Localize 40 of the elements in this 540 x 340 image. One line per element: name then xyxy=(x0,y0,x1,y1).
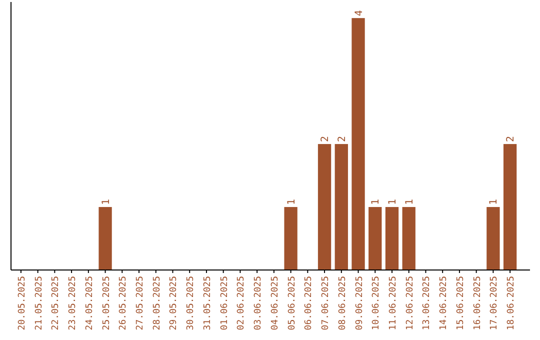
x-tick-label: 30.05.2025 xyxy=(186,276,196,330)
x-tick-label: 23.05.2025 xyxy=(68,276,78,330)
x-tick-label: 13.06.2025 xyxy=(422,276,432,330)
x-tick-label: 06.06.2025 xyxy=(304,276,314,330)
x-tick-label: 02.06.2025 xyxy=(236,276,247,330)
x-tick-label: 15.06.2025 xyxy=(456,276,466,330)
x-tick-label: 27.05.2025 xyxy=(136,276,146,330)
x-tick-label: 20.05.2025 xyxy=(17,276,28,330)
x-tick-label: 31.05.2025 xyxy=(202,276,213,330)
x-tick-label: 01.06.2025 xyxy=(220,276,230,330)
data-label: 1 xyxy=(286,198,298,206)
data-label: 1 xyxy=(488,198,500,206)
data-label: 2 xyxy=(320,136,332,142)
data-label: 1 xyxy=(100,198,112,206)
data-label: 2 xyxy=(336,136,348,142)
x-tick-label: 05.06.2025 xyxy=(287,276,298,330)
x-tick-label: 11.06.2025 xyxy=(388,276,398,330)
data-label: 4 xyxy=(354,10,365,16)
data-label: 2 xyxy=(506,136,517,142)
x-tick-label: 26.05.2025 xyxy=(118,276,129,330)
x-tick-label: 12.06.2025 xyxy=(405,276,416,330)
x-tick-label: 22.05.2025 xyxy=(51,276,62,330)
data-label: 1 xyxy=(370,198,382,206)
x-tick-label: 03.06.2025 xyxy=(254,276,264,330)
x-tick-label: 10.06.2025 xyxy=(372,276,382,330)
x-tick-label: 09.06.2025 xyxy=(354,276,365,330)
x-tick-label: 16.06.2025 xyxy=(472,276,483,330)
x-tick-label: 21.05.2025 xyxy=(34,276,44,330)
x-tick-label: 04.06.2025 xyxy=(270,276,280,330)
x-tick-label: 24.05.2025 xyxy=(84,276,95,330)
x-tick-label: 25.05.2025 xyxy=(102,276,112,330)
x-tick-label: 28.05.2025 xyxy=(152,276,162,330)
x-tick-label: 14.06.2025 xyxy=(439,276,450,330)
data-label: 1 xyxy=(404,198,416,206)
x-tick-label: 07.06.2025 xyxy=(321,276,332,330)
x-tick-label: 29.05.2025 xyxy=(169,276,180,330)
x-tick-label: 18.06.2025 xyxy=(506,276,517,330)
x-tick-label: 08.06.2025 xyxy=(338,276,348,330)
x-tick-label: 17.06.2025 xyxy=(490,276,500,330)
data-label: 1 xyxy=(387,198,398,206)
